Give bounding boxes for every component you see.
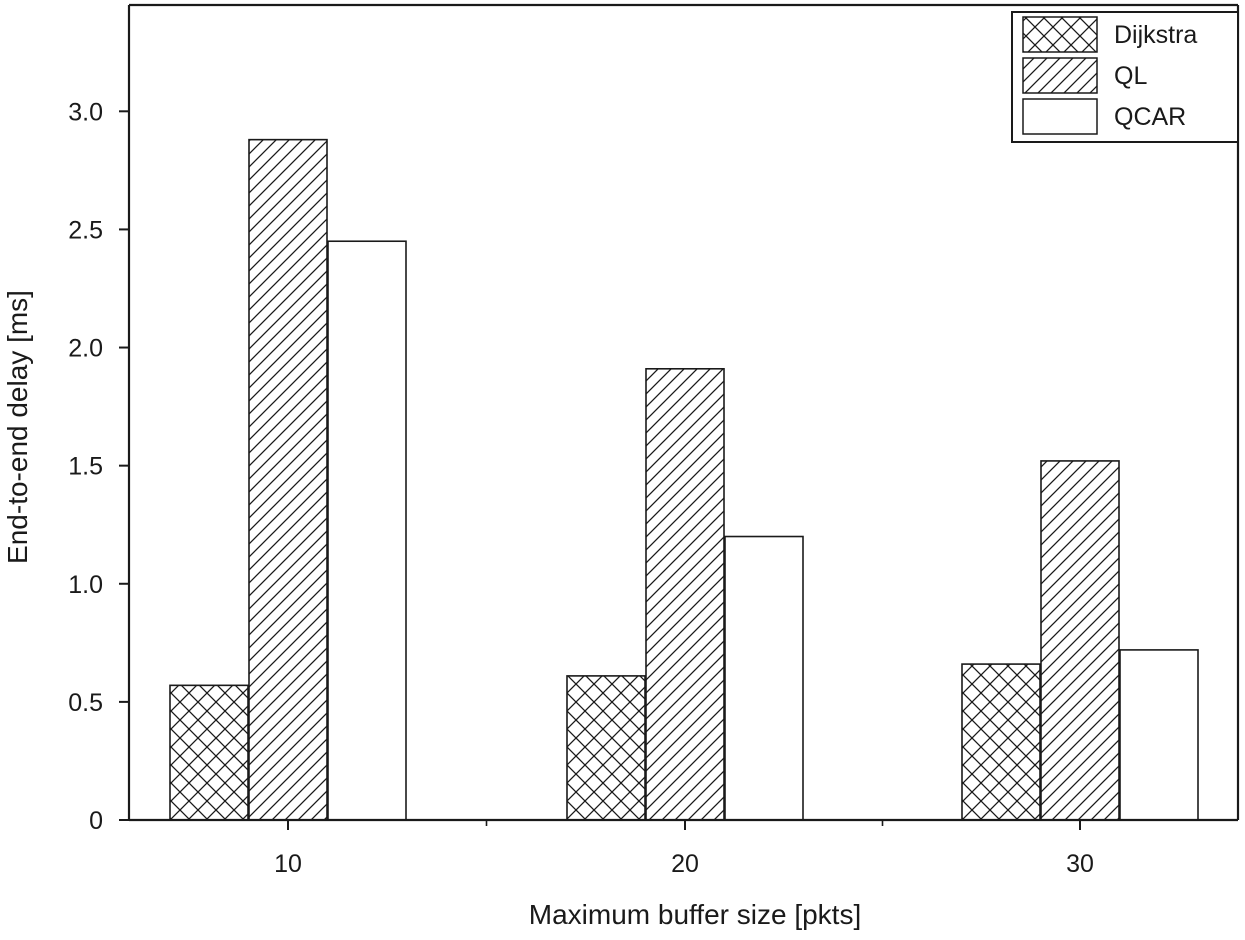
- x-tick-label: 20: [671, 850, 699, 878]
- x-tick-label: 10: [274, 850, 302, 878]
- legend-label-qcar: QCAR: [1114, 103, 1186, 131]
- y-tick-label: 1.5: [68, 453, 103, 481]
- x-tick-label: 30: [1066, 850, 1094, 878]
- legend-label-dijkstra: Dijkstra: [1114, 21, 1197, 49]
- bar-dijkstra-10: [169, 684, 249, 821]
- y-tick-label: 2.5: [68, 216, 103, 244]
- bar-dijkstra-20: [566, 675, 646, 821]
- y-tick-label: 1.0: [68, 571, 103, 599]
- y-axis-title: End-to-end delay [ms]: [2, 290, 33, 564]
- bar-ql-30: [1040, 460, 1120, 821]
- x-axis-title: Maximum buffer size [pkts]: [529, 899, 861, 930]
- bar-qcar-30: [1119, 649, 1199, 821]
- bar-qcar-10: [327, 240, 407, 821]
- legend-label-ql: QL: [1114, 62, 1147, 90]
- bar-qcar-20: [724, 535, 804, 821]
- y-tick-label: 0: [89, 807, 103, 835]
- legend-swatch-dijkstra: [1022, 16, 1098, 53]
- y-tick-label: 0.5: [68, 689, 103, 717]
- legend-swatch-qcar: [1022, 98, 1098, 135]
- bar-dijkstra-30: [961, 663, 1041, 821]
- legend-swatch-ql: [1022, 57, 1098, 94]
- bar-ql-10: [248, 138, 328, 821]
- y-tick-label: 2.0: [68, 335, 103, 363]
- y-tick-label: 3.0: [68, 98, 103, 126]
- bar-ql-20: [645, 367, 725, 821]
